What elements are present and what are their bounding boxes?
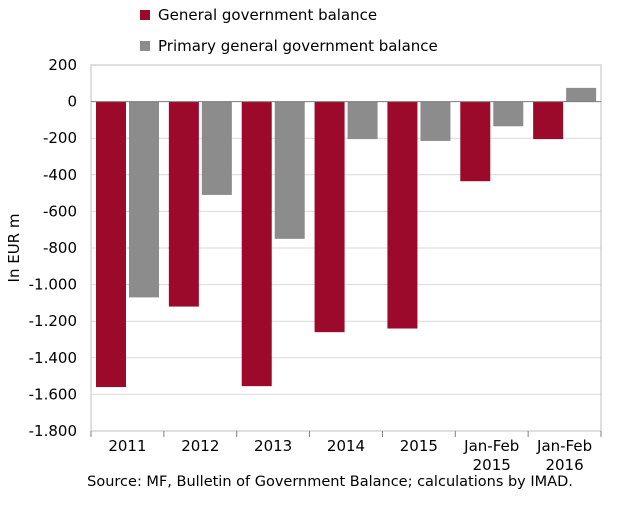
y-tick-label: -200 (43, 129, 77, 147)
bar-general-balance (387, 101, 418, 329)
x-tick-label: 2012 (181, 437, 219, 455)
bar-primary-balance (201, 101, 232, 195)
legend-item-general-balance: General government balance (140, 6, 377, 24)
y-axis-title: In EUR m (5, 214, 23, 283)
x-tick-label: 2011 (108, 437, 146, 455)
bar-general-balance (168, 101, 199, 307)
plot-border (90, 64, 602, 432)
y-tick-label: 200 (48, 56, 77, 74)
y-tick-label: -1.400 (29, 349, 77, 367)
legend-label-primary-balance: Primary general government balance (158, 37, 438, 55)
y-tick-label: -400 (43, 166, 77, 184)
legend-item-primary-balance: Primary general government balance (140, 37, 438, 55)
y-tick-label: -1.000 (29, 276, 77, 294)
y-tick-label: 0 (67, 93, 77, 111)
x-tick-label: Jan-Feb (463, 437, 519, 455)
bar-primary-balance (347, 101, 378, 140)
bar-primary-balance (274, 101, 305, 239)
y-tick-label: -1.200 (29, 312, 77, 330)
legend-swatch-general-balance (140, 10, 150, 20)
x-tick-label: 2014 (327, 437, 365, 455)
legend-swatch-primary-balance (140, 41, 150, 51)
y-tick-label: -800 (43, 239, 77, 257)
y-tick-label: -600 (43, 202, 77, 220)
bar-general-balance (96, 101, 126, 388)
bar-general-balance (241, 101, 272, 387)
bar-primary-balance (420, 101, 451, 141)
bar-primary-balance (129, 101, 159, 298)
bar-primary-balance (566, 87, 597, 102)
x-tick-label: 2013 (254, 437, 292, 455)
bar-general-balance (314, 101, 345, 333)
x-tick-label: Jan-Feb (536, 437, 592, 455)
bar-general-balance (533, 101, 564, 140)
source-note: Source: MF, Bulletin of Government Balan… (87, 474, 573, 490)
y-tick-label: -1.800 (29, 422, 77, 440)
bar-general-balance (460, 101, 491, 182)
x-tick-label: 2016 (545, 456, 583, 474)
x-tick-label: 2015 (400, 437, 438, 455)
legend-label-general-balance: General government balance (158, 6, 378, 24)
y-tick-label: -1.600 (29, 385, 77, 403)
x-tick-label: 2015 (473, 456, 511, 474)
bar-primary-balance (493, 101, 524, 127)
